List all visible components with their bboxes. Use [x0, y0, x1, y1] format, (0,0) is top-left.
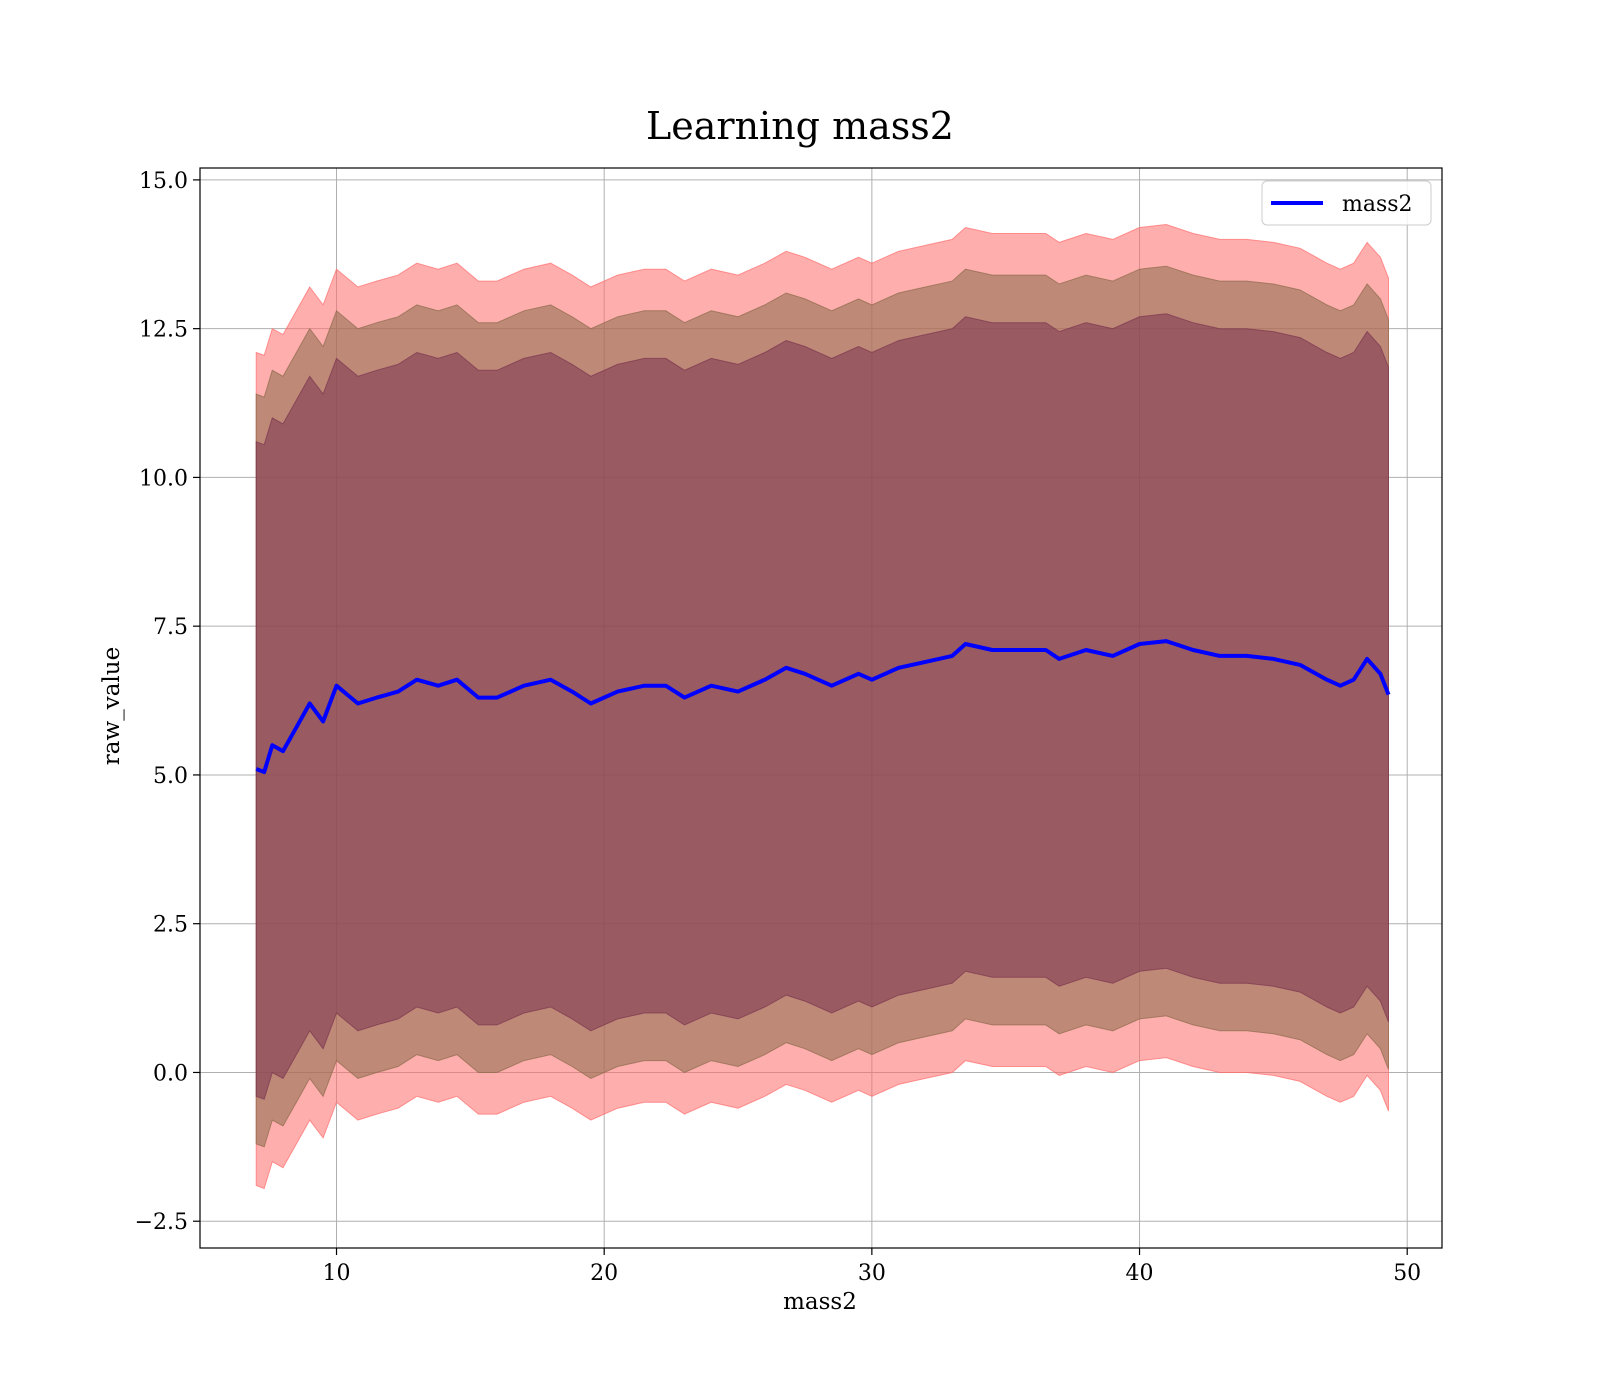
x-axis-label: mass2 — [783, 1289, 857, 1315]
x-tick-label: 30 — [858, 1261, 886, 1286]
legend-label-mass2: mass2 — [1342, 192, 1413, 217]
confidence-band-3 — [255, 313, 1389, 1100]
legend: mass2 — [1261, 180, 1432, 226]
y-tick-label: 7.5 — [153, 615, 188, 640]
y-tick-label: 12.5 — [139, 318, 188, 343]
y-tick-label: 0.0 — [153, 1061, 188, 1086]
axes-frame — [199, 167, 1443, 1249]
x-tick-label: 40 — [1126, 1261, 1154, 1286]
y-tick-label: 10.0 — [139, 466, 188, 491]
y-tick-label: 5.0 — [153, 764, 188, 789]
x-tick-label: 20 — [590, 1261, 618, 1286]
plot-area: 10 20 30 40 50 −2.5 0.0 2.5 5.0 7.5 10.0 12.5 15.0 ma… — [135, 167, 1443, 1286]
legend-box — [1261, 180, 1432, 226]
x-tick-label: 50 — [1393, 1261, 1421, 1286]
y-tick-label: 15.0 — [139, 169, 188, 194]
y-tick-label: 2.5 — [153, 913, 188, 938]
x-tick-label: 10 — [323, 1261, 351, 1286]
series-line-mass2 — [255, 639, 1391, 774]
y-axis-label: raw_value — [99, 647, 125, 765]
chart-title: Learning mass2 — [646, 104, 954, 148]
y-tick-label: −2.5 — [135, 1210, 188, 1235]
